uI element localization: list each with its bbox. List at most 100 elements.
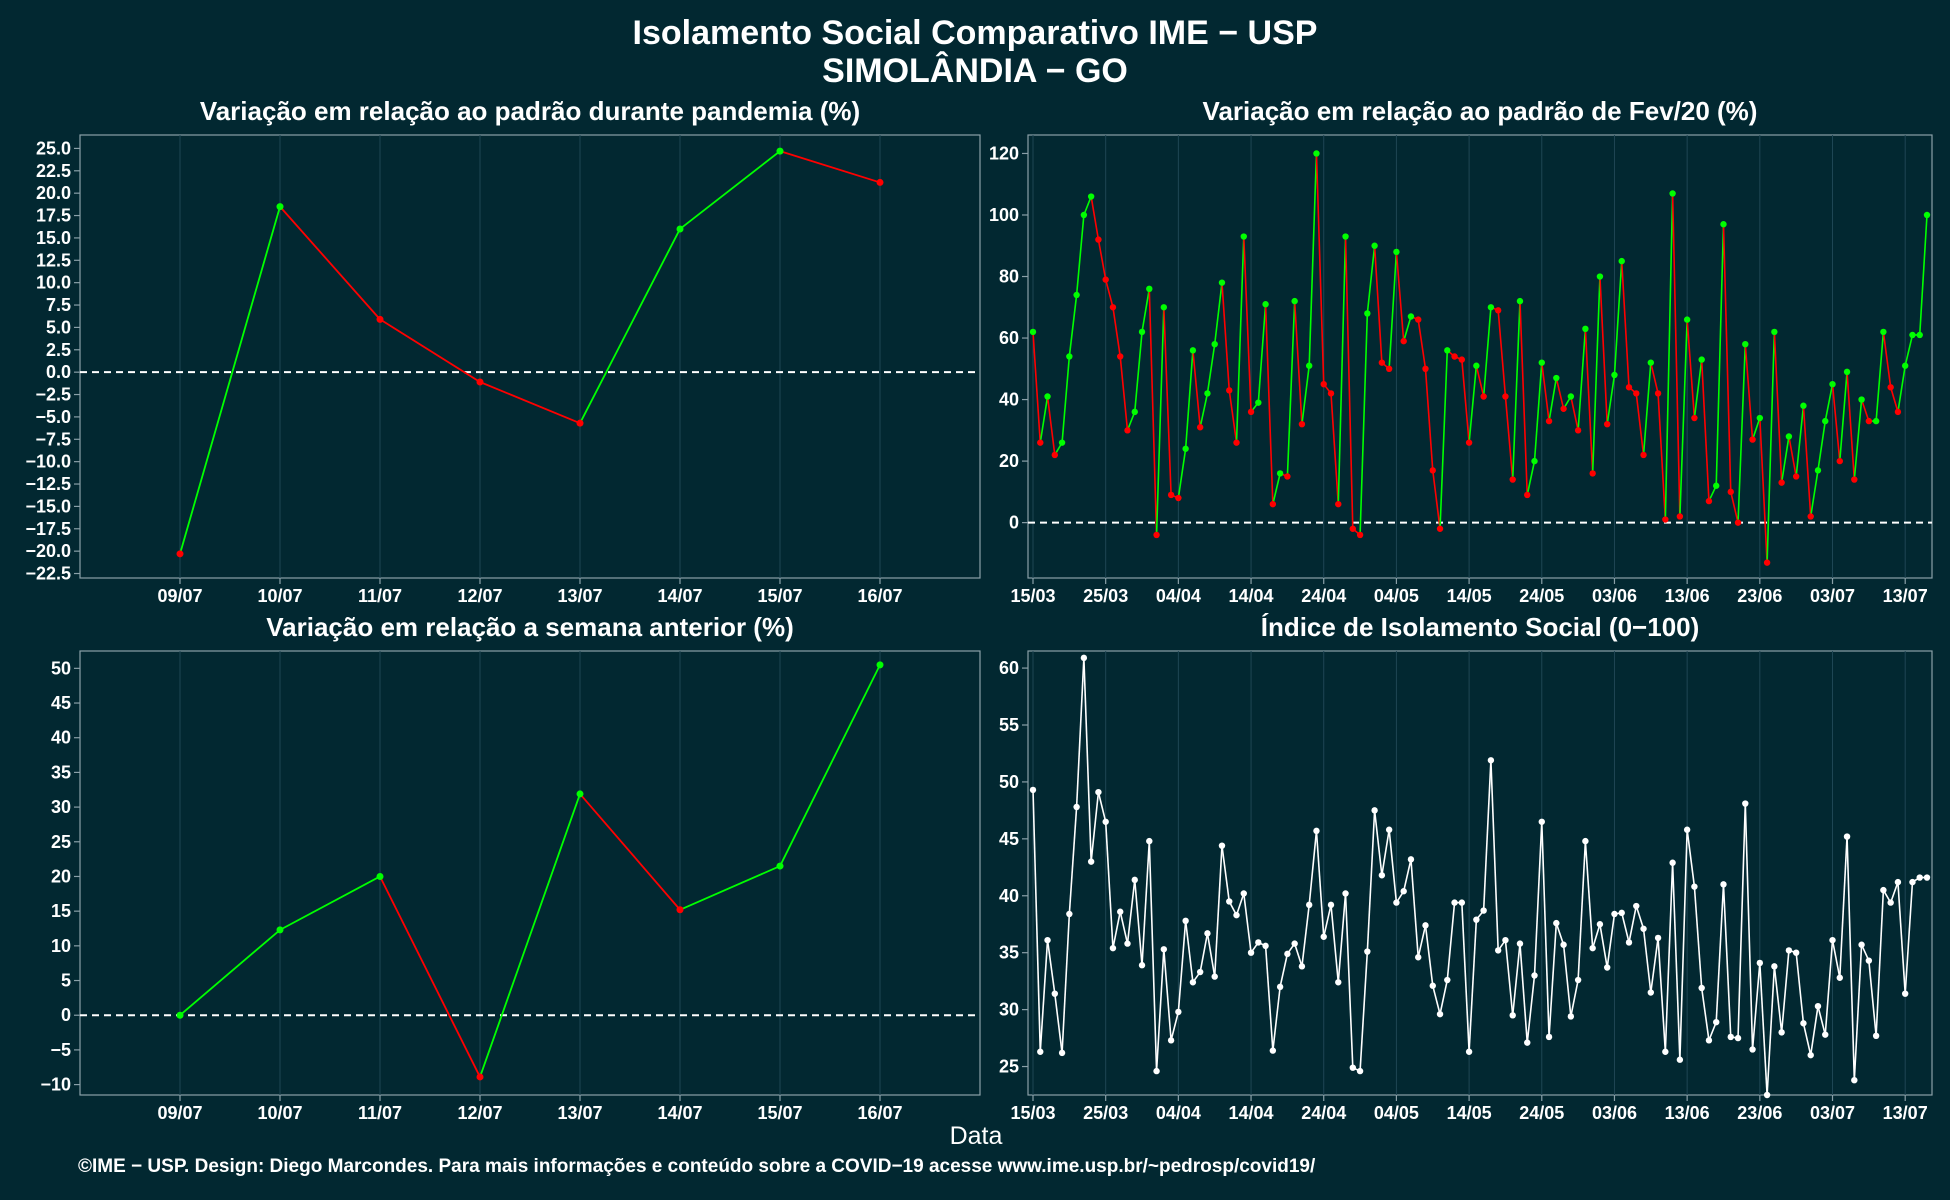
data-point <box>1524 1039 1531 1046</box>
data-point <box>1037 1048 1044 1055</box>
series-segment <box>1410 859 1420 958</box>
data-point <box>1262 301 1269 308</box>
series-segment <box>1722 884 1732 1037</box>
data-point <box>1749 436 1756 443</box>
series-segment <box>1744 803 1754 1050</box>
series-segment <box>379 876 481 1078</box>
data-point <box>1066 353 1073 360</box>
data-point <box>1276 470 1284 477</box>
data-point <box>1335 979 1342 986</box>
y-tick-label: −7.5 <box>35 429 71 449</box>
series-segment <box>1235 893 1245 916</box>
data-point <box>1196 968 1204 976</box>
y-tick-label: −5.0 <box>35 407 71 427</box>
series-segment <box>1555 377 1565 409</box>
data-point <box>1037 439 1044 446</box>
series-segment <box>1032 331 1042 443</box>
y-tick-label: 25.0 <box>36 138 71 158</box>
series-segment <box>1213 845 1223 977</box>
series-segment <box>279 205 381 320</box>
series-segment <box>1075 657 1085 808</box>
data-point <box>1102 818 1109 825</box>
data-point <box>1713 1018 1720 1026</box>
data-point <box>1189 979 1197 986</box>
series-segment <box>1301 904 1310 967</box>
series-segment <box>1112 911 1122 949</box>
data-point <box>1611 371 1618 379</box>
data-point <box>1574 427 1582 434</box>
data-point <box>276 926 284 934</box>
series-segment <box>1431 985 1441 1015</box>
series-segment <box>1700 987 1710 1041</box>
series-segment <box>1671 193 1681 517</box>
series-segment <box>1242 236 1252 412</box>
data-point <box>1182 445 1189 452</box>
data-point <box>1807 513 1814 520</box>
data-point <box>776 862 784 870</box>
x-tick-label: 11/07 <box>358 1103 402 1123</box>
data-point <box>1814 1003 1822 1010</box>
series-segment <box>1235 236 1245 443</box>
series-segment <box>1664 193 1674 520</box>
data-point <box>1865 417 1873 425</box>
data-point <box>1138 328 1146 336</box>
data-point <box>1625 939 1633 946</box>
series-segment <box>479 793 581 1078</box>
data-point <box>1335 500 1342 508</box>
series-segment <box>1795 405 1805 477</box>
panel-title: Variação em relação a semana anterior (%… <box>266 612 794 642</box>
x-tick-label: 24/04 <box>1301 1103 1346 1123</box>
data-point <box>1378 872 1386 879</box>
data-point <box>1284 473 1291 480</box>
series-segment <box>1388 251 1398 369</box>
data-point <box>1858 941 1865 948</box>
data-point <box>1029 786 1037 794</box>
data-point <box>1880 886 1887 894</box>
series-segment <box>1221 845 1231 902</box>
x-tick-label: 04/04 <box>1156 586 1201 606</box>
series-segment <box>1511 301 1521 480</box>
series-segment <box>1439 979 1449 1015</box>
data-point <box>1843 833 1851 840</box>
data-point <box>1705 1037 1713 1044</box>
series-segment <box>1751 962 1761 1050</box>
data-point <box>1683 316 1691 323</box>
series-segment <box>1642 928 1652 993</box>
x-tick-label: 14/07 <box>657 1103 702 1123</box>
data-point <box>1720 221 1727 228</box>
series-segment <box>1330 393 1340 505</box>
series-segment <box>1308 153 1318 366</box>
series-segment <box>1591 923 1601 949</box>
data-point <box>1044 393 1051 400</box>
data-point <box>1444 347 1451 354</box>
series-segment <box>1337 893 1347 983</box>
series-segment <box>1868 960 1877 1036</box>
series-segment <box>1635 905 1645 930</box>
data-point <box>1109 304 1117 311</box>
series-segment <box>1897 365 1906 412</box>
series-segment <box>1693 886 1703 989</box>
x-tick-label: 23/06 <box>1737 586 1782 606</box>
y-tick-label: 7.5 <box>46 295 71 315</box>
series-segment <box>1562 944 1572 1017</box>
data-point <box>1153 531 1160 539</box>
data-point <box>1385 826 1393 833</box>
data-point <box>1436 1010 1444 1018</box>
series-segment <box>1083 657 1092 862</box>
data-point <box>1669 859 1676 866</box>
data-point <box>1160 304 1168 311</box>
series-segment <box>1054 993 1063 1053</box>
series-segment <box>1039 396 1049 443</box>
series-segment <box>1468 919 1478 1052</box>
series-segment <box>1301 365 1310 425</box>
data-point <box>1785 433 1793 440</box>
series-segment <box>1540 362 1550 422</box>
data-point <box>1691 883 1698 890</box>
data-point <box>1371 807 1378 814</box>
data-point <box>1582 837 1589 845</box>
series-segment <box>1831 940 1841 978</box>
data-point <box>1778 1029 1785 1036</box>
y-tick-label: 0 <box>61 1005 71 1025</box>
series-segment <box>1104 279 1114 308</box>
data-point <box>1320 933 1327 940</box>
